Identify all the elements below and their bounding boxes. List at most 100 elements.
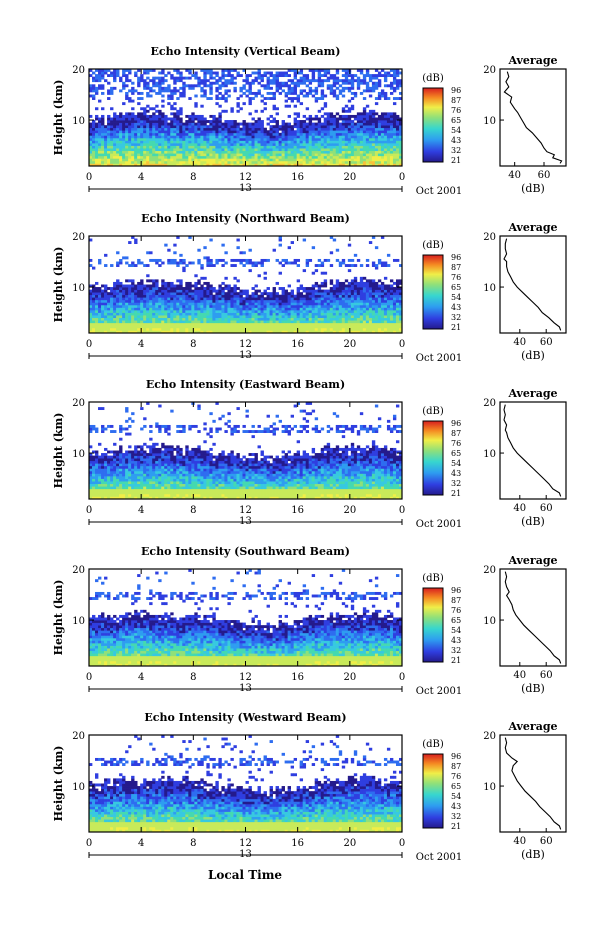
colorbar-tick-label: 32 — [451, 479, 461, 488]
colorbar-tick-label: 43 — [451, 469, 461, 478]
average-y-tick-label: 10 — [483, 449, 496, 460]
x-tick-label: 16 — [291, 672, 304, 683]
colorbar-tick-label: 32 — [451, 812, 461, 821]
y-tick-label: 10 — [72, 283, 85, 294]
colorbar-tick-label: 87 — [451, 263, 461, 272]
y-tick-label: 10 — [72, 116, 85, 127]
average-x-label: (dB) — [521, 349, 545, 362]
panel-2: Echo Intensity (Northward Beam) 10 20 Heigh… — [52, 212, 567, 364]
panel-4: Echo Intensity (Southward Beam) 10 20 Heigh… — [52, 545, 567, 697]
average-frame — [499, 401, 567, 500]
x-tick-label: 20 — [343, 339, 356, 350]
colorbar-tick-label: 65 — [451, 283, 461, 292]
heatmap-cells — [89, 569, 403, 667]
average-frame — [499, 568, 567, 667]
colorbar-tick-label: 87 — [451, 429, 461, 438]
colorbar-tick-label: 21 — [451, 822, 461, 831]
x-tick-label: 16 — [291, 505, 304, 516]
average-profile-line — [504, 737, 562, 830]
panel-title: Echo Intensity (Northward Beam) — [141, 212, 350, 225]
colorbar-tick-label: 54 — [451, 792, 461, 801]
colorbar — [422, 587, 444, 663]
colorbar-unit: (dB) — [422, 240, 444, 251]
average-frame — [499, 68, 567, 167]
average-x-tick-label: 60 — [540, 337, 553, 348]
average-profile-line — [503, 238, 562, 331]
x-tick-label: 0 — [86, 838, 92, 849]
x-tick-label: 4 — [138, 838, 144, 849]
date-label: Oct 2001 — [416, 353, 462, 364]
average-y-tick-label: 10 — [483, 283, 496, 294]
colorbar-tick-label: 76 — [451, 772, 461, 781]
colorbar-tick-label: 96 — [451, 253, 461, 262]
x-axis-title: Local Time — [208, 868, 282, 882]
x-tick-label: 4 — [138, 505, 144, 516]
colorbar-tick-label: 96 — [451, 86, 461, 95]
average-x-label: (dB) — [521, 848, 545, 861]
day-marker-label: 13 — [239, 849, 252, 860]
y-tick-label: 20 — [72, 232, 85, 243]
x-tick-label: 0 — [86, 339, 92, 350]
heatmap-cells — [89, 69, 403, 167]
average-x-tick-label: 60 — [540, 670, 553, 681]
colorbar-tick-label: 21 — [451, 156, 461, 165]
average-x-tick-label: 40 — [508, 170, 521, 181]
average-x-tick-label: 40 — [513, 836, 526, 847]
colorbar-tick-label: 76 — [451, 439, 461, 448]
day-marker-label: 13 — [239, 683, 252, 694]
colorbar-tick-label: 21 — [451, 656, 461, 665]
panel-title: Echo Intensity (Westward Beam) — [144, 711, 346, 724]
colorbar-tick-label: 54 — [451, 126, 461, 135]
colorbar-tick-label: 96 — [451, 419, 461, 428]
x-tick-label: 0 — [399, 672, 405, 683]
y-tick-label: 10 — [72, 449, 85, 460]
average-y-tick-label: 10 — [483, 116, 496, 127]
x-tick-label: 4 — [138, 172, 144, 183]
average-title: Average — [507, 720, 557, 733]
panel-title: Echo Intensity (Eastward Beam) — [146, 378, 345, 391]
panel-3: Echo Intensity (Eastward Beam) 10 20 Height… — [52, 378, 567, 530]
x-tick-label: 20 — [343, 838, 356, 849]
x-tick-label: 12 — [239, 672, 252, 683]
panel-5: Echo Intensity (Westward Beam) 10 20 Height… — [52, 711, 567, 863]
colorbar-tick-label: 76 — [451, 606, 461, 615]
average-x-tick-label: 60 — [538, 170, 551, 181]
x-tick-label: 4 — [138, 339, 144, 350]
x-tick-label: 8 — [190, 505, 196, 516]
colorbar-unit: (dB) — [422, 573, 444, 584]
date-label: Oct 2001 — [416, 686, 462, 697]
day-marker-label: 13 — [239, 350, 252, 361]
day-marker-label: 13 — [239, 183, 252, 194]
date-label: Oct 2001 — [416, 186, 462, 197]
colorbar-unit: (dB) — [422, 73, 444, 84]
heatmap-cells — [89, 236, 403, 334]
x-tick-label: 0 — [399, 339, 405, 350]
x-tick-label: 16 — [291, 172, 304, 183]
y-axis-label: Height (km) — [52, 580, 65, 656]
panel-title: Echo Intensity (Vertical Beam) — [150, 45, 340, 58]
average-y-tick-label: 20 — [483, 565, 496, 576]
y-axis-label: Height (km) — [52, 247, 65, 323]
colorbar-tick-label: 54 — [451, 293, 461, 302]
y-axis-label: Height (km) — [52, 413, 65, 489]
colorbar — [422, 420, 444, 496]
colorbar-tick-label: 54 — [451, 626, 461, 635]
x-tick-label: 16 — [291, 838, 304, 849]
colorbar-tick-label: 43 — [451, 636, 461, 645]
x-tick-label: 8 — [190, 339, 196, 350]
colorbar-tick-label: 32 — [451, 313, 461, 322]
average-title: Average — [507, 554, 557, 567]
colorbar-tick-label: 87 — [451, 762, 461, 771]
average-x-label: (dB) — [521, 515, 545, 528]
colorbar-tick-label: 96 — [451, 586, 461, 595]
y-tick-label: 10 — [72, 782, 85, 793]
y-axis-label: Height (km) — [52, 746, 65, 822]
x-tick-label: 20 — [343, 672, 356, 683]
colorbar-tick-label: 54 — [451, 459, 461, 468]
average-profile-line — [504, 571, 562, 664]
heatmap-cells — [89, 402, 403, 500]
y-tick-label: 20 — [72, 565, 85, 576]
day-marker-label: 13 — [239, 516, 252, 527]
x-tick-label: 12 — [239, 172, 252, 183]
